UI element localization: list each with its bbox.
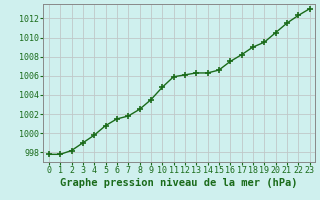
X-axis label: Graphe pression niveau de la mer (hPa): Graphe pression niveau de la mer (hPa) — [60, 178, 298, 188]
